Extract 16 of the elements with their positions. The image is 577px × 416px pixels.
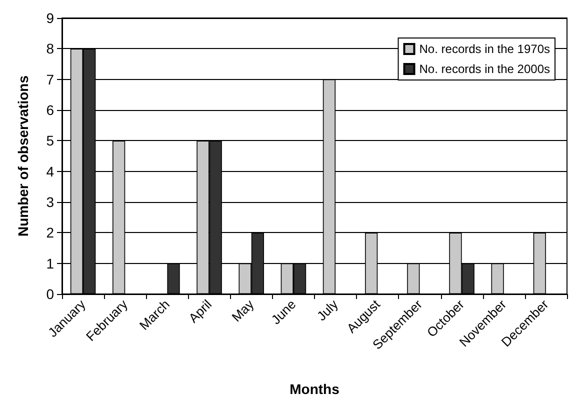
y-tick-label: 1 — [46, 255, 54, 272]
y-tick-label: 7 — [46, 71, 54, 88]
y-tick-label: 9 — [46, 10, 54, 26]
y-tick-label: 4 — [46, 163, 54, 180]
y-axis-title: Number of observations — [15, 75, 31, 237]
y-tick-label: 6 — [46, 102, 54, 118]
y-tick-label: 3 — [46, 194, 54, 210]
y-tick-label: 2 — [46, 224, 54, 241]
y-tick-label: 8 — [46, 40, 54, 57]
x-tick-label: May — [228, 296, 258, 325]
y-tick-label: 0 — [46, 286, 54, 302]
x-tick-label: July — [314, 296, 342, 324]
legend-label: No. records in the 1970s — [419, 42, 550, 56]
y-tick-label: 5 — [46, 132, 54, 149]
x-axis-title: Months — [290, 381, 340, 397]
legend-label: No. records in the 2000s — [419, 62, 550, 76]
